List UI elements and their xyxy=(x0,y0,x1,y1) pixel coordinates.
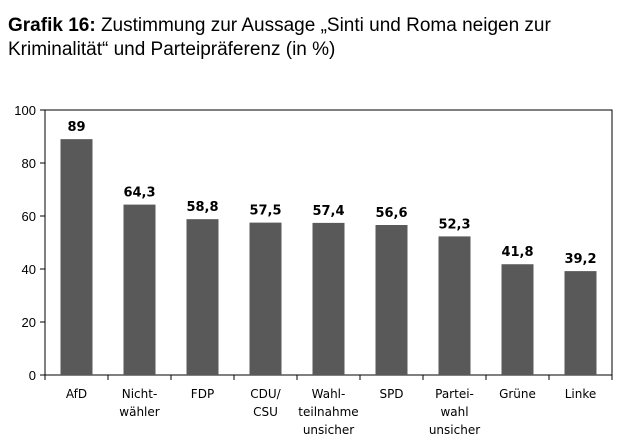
value-label: 89 xyxy=(67,120,85,135)
x-tick-label-line: Nicht- xyxy=(122,387,158,401)
value-label: 41,8 xyxy=(501,245,533,260)
chart-title: Grafik 16: Zustimmung zur Aussage „Sinti… xyxy=(8,14,608,62)
x-tick-label: Grüne xyxy=(499,387,536,401)
y-tick-label: 20 xyxy=(22,315,36,330)
x-tick-label: Partei-wahl unsicher xyxy=(429,387,480,437)
x-tick-label-line: Wahl- xyxy=(312,387,346,401)
value-label: 58,8 xyxy=(186,200,218,215)
y-tick-label: 60 xyxy=(22,209,36,224)
bar xyxy=(186,219,219,375)
value-label: 52,3 xyxy=(438,217,470,232)
bar xyxy=(123,204,156,375)
value-label: 64,3 xyxy=(123,186,155,201)
y-tick-label: 40 xyxy=(22,262,36,277)
y-tick-label: 100 xyxy=(14,103,36,118)
x-tick-label: FDP xyxy=(191,387,214,401)
bar xyxy=(375,225,408,375)
bar xyxy=(438,236,471,375)
value-label: 39,2 xyxy=(564,252,596,267)
value-label: 57,5 xyxy=(249,204,281,219)
x-tick-label: Wahl-teilnahme unsicher xyxy=(298,387,358,437)
x-tick-label-line: AfD xyxy=(66,387,87,401)
x-tick-label-line: teilnahme xyxy=(298,405,358,419)
y-tick-label: 0 xyxy=(29,368,36,383)
x-tick-label: Linke xyxy=(565,387,597,401)
value-label: 56,6 xyxy=(375,206,407,221)
title-text: Zustimmung zur Aussage „Sinti und Roma n… xyxy=(8,15,551,60)
x-tick-label-line: unsicher xyxy=(429,423,480,437)
x-tick-label-line: CDU/ xyxy=(250,387,281,401)
value-label: 57,4 xyxy=(312,204,344,219)
x-tick-label: CDU/CSU xyxy=(250,387,281,419)
x-tick-label-line: Grüne xyxy=(499,387,536,401)
x-tick-label-line: wahl xyxy=(440,405,468,419)
figure-label: Grafik 16: xyxy=(8,15,96,36)
x-tick-label-line: Partei- xyxy=(435,387,474,401)
bar xyxy=(312,222,345,375)
x-tick-label-line: FDP xyxy=(191,387,214,401)
x-tick-label: SPD xyxy=(379,387,403,401)
x-tick-label: AfD xyxy=(66,387,87,401)
x-tick-label: Nicht-wähler xyxy=(119,387,159,419)
x-tick-label-line: CSU xyxy=(253,405,278,419)
x-tick-label-line: wähler xyxy=(119,405,159,419)
bar xyxy=(564,271,597,375)
bar xyxy=(60,139,93,375)
bar xyxy=(501,264,534,375)
bar xyxy=(249,222,282,375)
x-tick-label-line: SPD xyxy=(379,387,403,401)
x-tick-label-line: unsicher xyxy=(303,423,354,437)
x-tick-label-line: Linke xyxy=(565,387,597,401)
y-tick-label: 80 xyxy=(22,156,36,171)
